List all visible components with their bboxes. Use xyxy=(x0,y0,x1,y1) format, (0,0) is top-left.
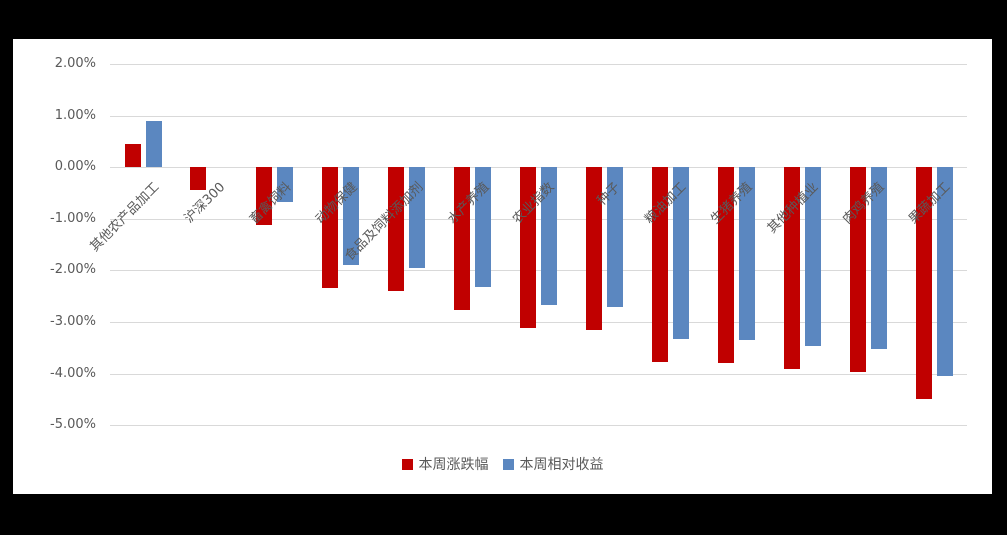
y-tick-label: -5.00% xyxy=(50,417,96,433)
chart-legend: 本周涨跌幅 本周相对收益 xyxy=(13,454,992,474)
x-category-label-0: 其他农产品加工 xyxy=(87,180,163,256)
gridline xyxy=(110,115,967,117)
bar-weekly-change-10 xyxy=(783,167,800,369)
bar-relative-return-11 xyxy=(870,167,887,349)
gridline xyxy=(110,373,967,375)
legend-swatch-red xyxy=(401,458,413,470)
y-tick-label: 2.00% xyxy=(54,56,96,72)
bar-relative-return-6 xyxy=(541,167,557,305)
bar-weekly-change-5 xyxy=(454,167,471,311)
gridline xyxy=(110,64,967,66)
y-tick-label: 1.00% xyxy=(54,107,96,123)
chart-panel: 2.00% 1.00% 0.00% -1.00% -2.00% -3.00% -4.00% -… xyxy=(13,39,992,494)
y-tick-label: -4.00% xyxy=(50,365,96,381)
legend-label-weekly-change: 本周涨跌幅 xyxy=(418,457,489,473)
bar-relative-return-12 xyxy=(936,167,953,377)
bar-relative-return-10 xyxy=(804,167,821,346)
bar-relative-return-9 xyxy=(738,167,755,341)
bar-weekly-change-12 xyxy=(915,167,932,400)
bar-weekly-change-1 xyxy=(190,167,207,191)
gridline xyxy=(110,322,967,323)
bar-relative-return-8 xyxy=(672,167,689,339)
bar-relative-return-5 xyxy=(475,167,492,287)
y-tick-label: -2.00% xyxy=(50,262,96,278)
gridline xyxy=(110,425,967,427)
bar-relative-return-3 xyxy=(343,167,360,266)
bar-weekly-change-7 xyxy=(585,167,602,331)
bar-weekly-change-8 xyxy=(651,167,668,363)
legend-item-weekly-change: 本周涨跌幅 xyxy=(401,454,489,474)
gridline xyxy=(110,218,967,220)
plot-area: 2.00% 1.00% 0.00% -1.00% -2.00% -3.00% -4.00% -… xyxy=(13,39,992,494)
gridline xyxy=(110,167,967,169)
legend-label-relative-return: 本周相对收益 xyxy=(519,457,604,473)
bar-relative-return-0 xyxy=(145,120,162,168)
bar-relative-return-4 xyxy=(409,167,426,268)
y-tick-label: -1.00% xyxy=(50,210,96,226)
legend-item-relative-return: 本周相对收益 xyxy=(502,454,604,474)
bar-weekly-change-6 xyxy=(520,167,536,329)
bar-relative-return-7 xyxy=(606,167,623,308)
y-tick-label: 0.00% xyxy=(54,159,96,175)
bar-relative-return-2 xyxy=(277,167,294,202)
legend-swatch-blue xyxy=(502,458,514,470)
bar-weekly-change-3 xyxy=(322,167,339,289)
bar-weekly-change-2 xyxy=(256,167,273,226)
y-tick-label: -3.00% xyxy=(50,314,96,329)
bar-weekly-change-9 xyxy=(717,167,734,364)
bar-weekly-change-11 xyxy=(849,167,866,372)
gridline xyxy=(110,270,967,272)
bar-weekly-change-4 xyxy=(388,167,405,292)
bar-weekly-change-0 xyxy=(124,144,141,168)
